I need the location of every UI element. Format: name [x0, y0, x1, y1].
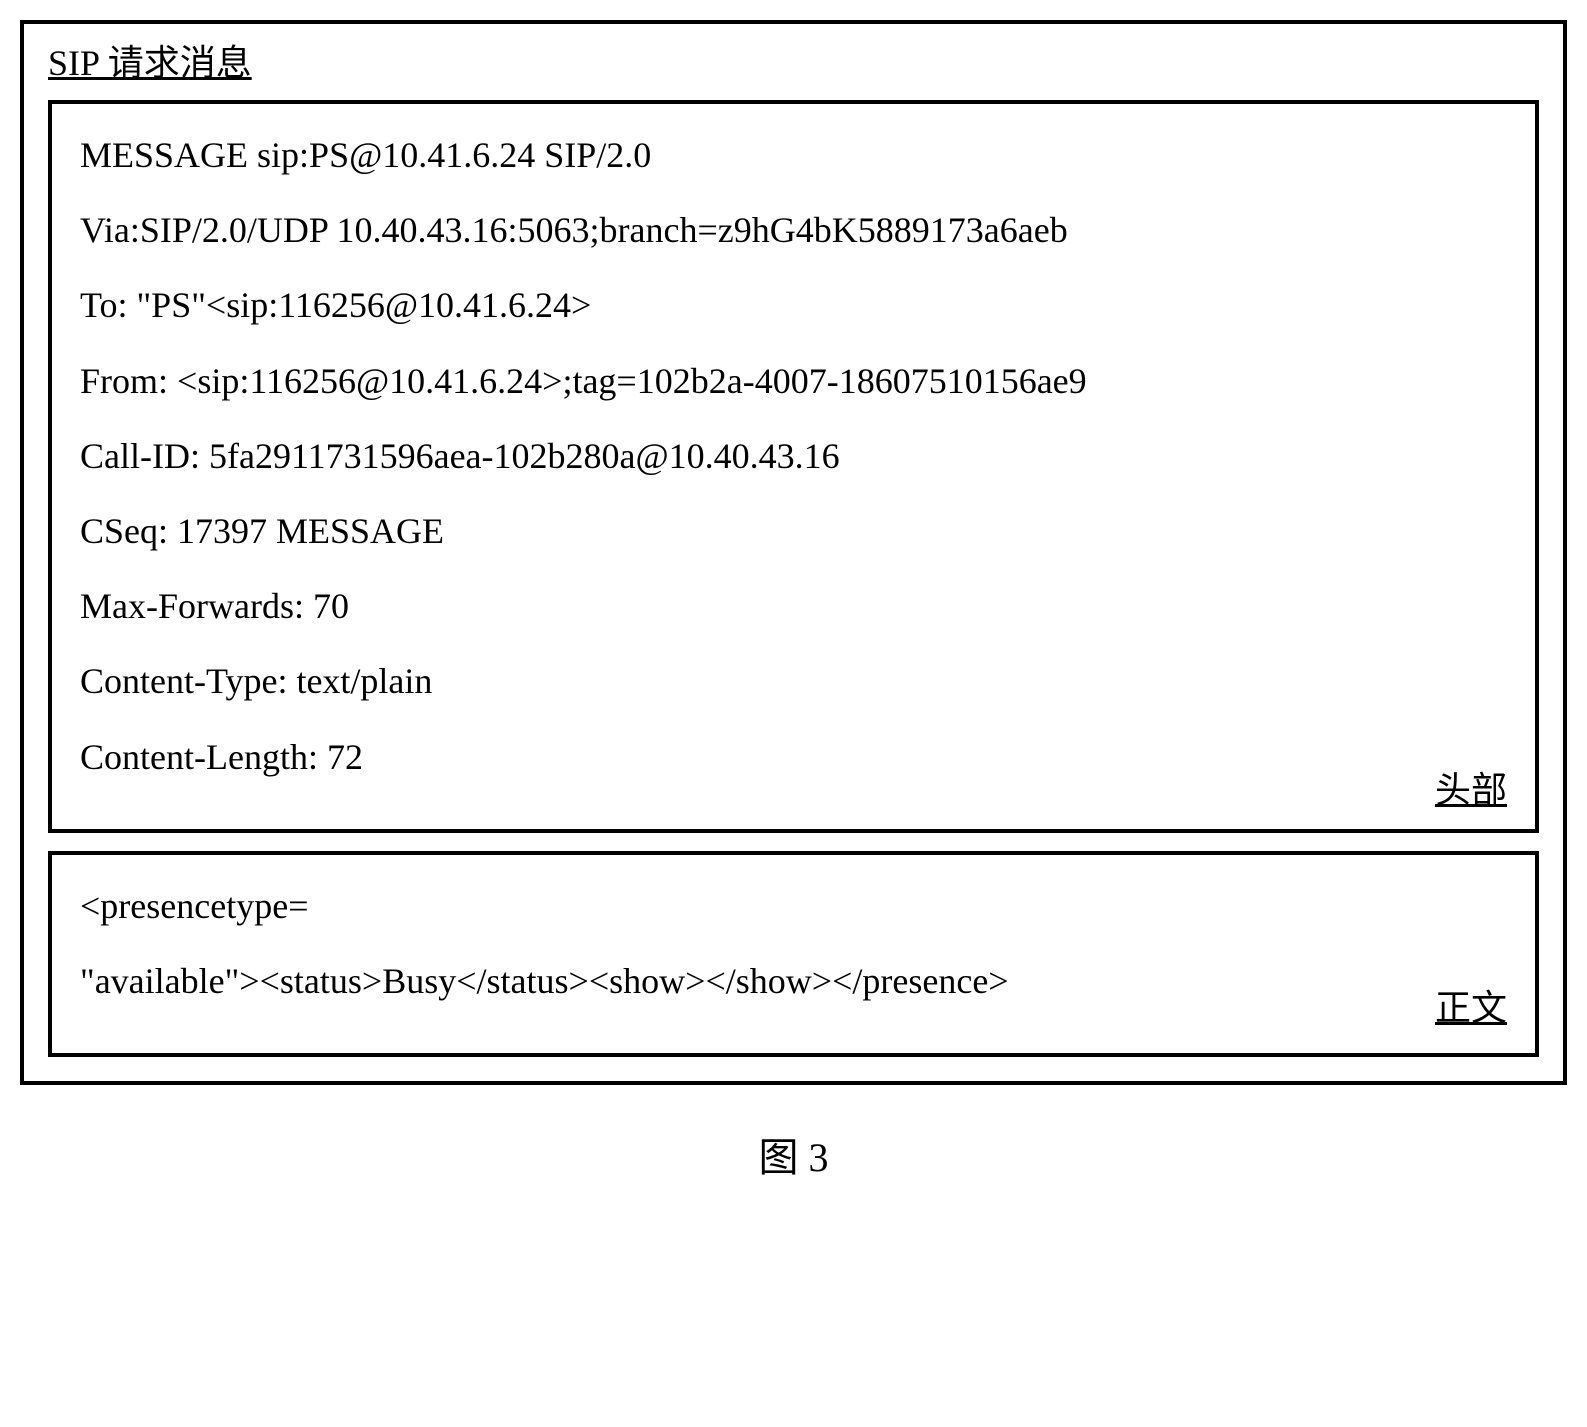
header-box: MESSAGE sip:PS@10.41.6.24 SIP/2.0 Via:SI…	[48, 100, 1539, 833]
figure-caption: 图 3	[20, 1125, 1567, 1183]
header-line: From: <sip:116256@10.41.6.24>;tag=102b2a…	[80, 360, 1507, 403]
header-line: To: "PS"<sip:116256@10.41.6.24>	[80, 284, 1507, 327]
header-line: Max-Forwards: 70	[80, 585, 1507, 628]
header-line: CSeq: 17397 MESSAGE	[80, 510, 1507, 553]
header-label: 头部	[1435, 761, 1507, 813]
header-line: Call-ID: 5fa2911731596aea-102b280a@10.40…	[80, 435, 1507, 478]
header-line: Content-Length: 72	[80, 736, 1507, 779]
header-line: Via:SIP/2.0/UDP 10.40.43.16:5063;branch=…	[80, 209, 1507, 252]
header-line: MESSAGE sip:PS@10.41.6.24 SIP/2.0	[80, 134, 1507, 177]
body-line: "available"><status>Busy</status><show><…	[80, 960, 1507, 1003]
body-line: <presencetype=	[80, 885, 1507, 928]
body-box: <presencetype= "available"><status>Busy<…	[48, 851, 1539, 1057]
outer-frame: SIP 请求消息 MESSAGE sip:PS@10.41.6.24 SIP/2…	[20, 20, 1567, 1085]
body-label: 正文	[1435, 979, 1507, 1031]
document-title: SIP 请求消息	[48, 34, 1539, 86]
header-line: Content-Type: text/plain	[80, 660, 1507, 703]
